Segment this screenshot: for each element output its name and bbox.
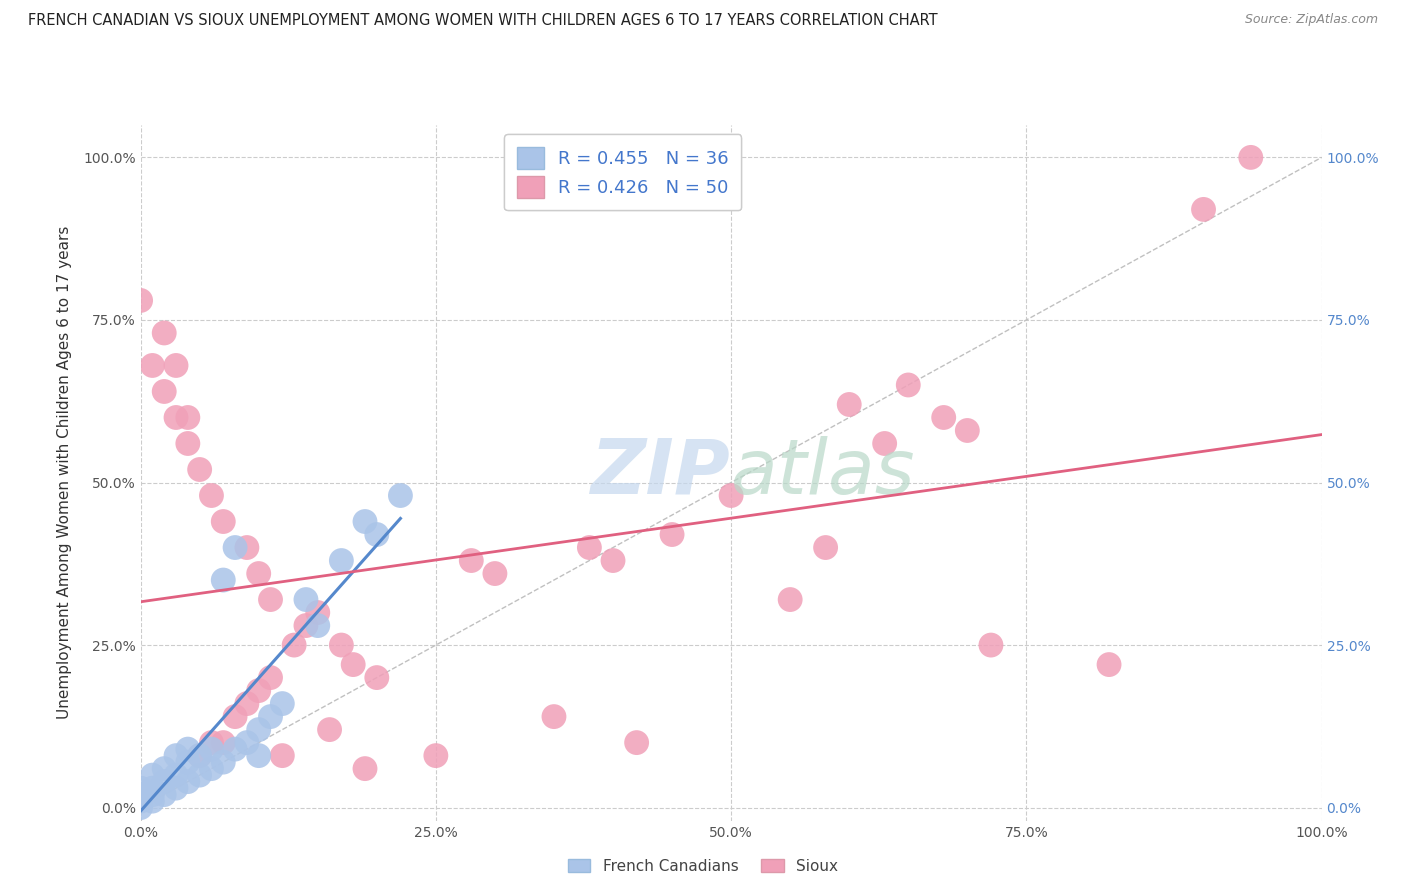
Point [141, 768, 163, 782]
Point [188, 748, 211, 763]
Point [212, 515, 235, 529]
Point [307, 606, 329, 620]
Point [188, 768, 211, 782]
Point [177, 436, 200, 450]
Point [897, 378, 920, 392]
Point [212, 573, 235, 587]
Text: ZIP: ZIP [592, 436, 731, 509]
Point [271, 748, 294, 763]
Point [307, 618, 329, 632]
Point [602, 553, 624, 567]
Point [932, 410, 955, 425]
Point [177, 774, 200, 789]
Text: atlas: atlas [731, 436, 915, 509]
Point [389, 489, 412, 503]
Text: Source: ZipAtlas.com: Source: ZipAtlas.com [1244, 13, 1378, 27]
Point [165, 748, 187, 763]
Point [661, 527, 683, 541]
Point [247, 683, 270, 698]
Point [259, 671, 281, 685]
Point [129, 293, 152, 308]
Point [165, 410, 187, 425]
Point [318, 723, 340, 737]
Point [271, 697, 294, 711]
Point [543, 709, 565, 723]
Point [153, 774, 176, 789]
Point [484, 566, 506, 581]
Point [224, 742, 246, 756]
Point [354, 762, 377, 776]
Point [247, 748, 270, 763]
Point [153, 762, 176, 776]
Point [153, 384, 176, 399]
Point [188, 462, 211, 476]
Point [247, 723, 270, 737]
Point [1098, 657, 1121, 672]
Point [236, 697, 259, 711]
Point [212, 755, 235, 769]
Point [165, 359, 187, 373]
Point [247, 566, 270, 581]
Point [626, 736, 648, 750]
Point [980, 638, 1002, 652]
Legend: French Canadians, Sioux: French Canadians, Sioux [561, 853, 845, 880]
Point [236, 736, 259, 750]
Point [354, 515, 377, 529]
Legend: R = 0.455   N = 36, R = 0.426   N = 50: R = 0.455 N = 36, R = 0.426 N = 50 [503, 134, 741, 211]
Point [956, 424, 979, 438]
Point [224, 709, 246, 723]
Point [814, 541, 837, 555]
Point [200, 736, 222, 750]
Point [141, 781, 163, 796]
Point [129, 781, 152, 796]
Point [1240, 150, 1263, 164]
Point [720, 489, 742, 503]
Point [578, 541, 600, 555]
Point [259, 709, 281, 723]
Point [366, 671, 388, 685]
Point [200, 742, 222, 756]
Point [779, 592, 801, 607]
Point [330, 553, 353, 567]
Point [188, 748, 211, 763]
Point [141, 788, 163, 802]
Point [295, 618, 318, 632]
Point [177, 742, 200, 756]
Point [236, 541, 259, 555]
Point [330, 638, 353, 652]
Point [129, 788, 152, 802]
Point [295, 592, 318, 607]
Point [283, 638, 305, 652]
Point [873, 436, 896, 450]
Point [141, 794, 163, 808]
Point [342, 657, 364, 672]
Point [425, 748, 447, 763]
Point [165, 781, 187, 796]
Point [366, 527, 388, 541]
Point [200, 489, 222, 503]
Point [460, 553, 482, 567]
Point [212, 736, 235, 750]
Point [129, 800, 152, 814]
Y-axis label: Unemployment Among Women with Children Ages 6 to 17 years: Unemployment Among Women with Children A… [58, 226, 72, 720]
Point [838, 397, 860, 411]
Point [177, 410, 200, 425]
Point [1192, 202, 1215, 217]
Point [129, 794, 152, 808]
Point [177, 755, 200, 769]
Point [259, 592, 281, 607]
Point [153, 788, 176, 802]
Point [200, 762, 222, 776]
Point [224, 541, 246, 555]
Text: FRENCH CANADIAN VS SIOUX UNEMPLOYMENT AMONG WOMEN WITH CHILDREN AGES 6 TO 17 YEA: FRENCH CANADIAN VS SIOUX UNEMPLOYMENT AM… [28, 13, 938, 29]
Point [165, 768, 187, 782]
Point [153, 326, 176, 340]
Point [141, 359, 163, 373]
